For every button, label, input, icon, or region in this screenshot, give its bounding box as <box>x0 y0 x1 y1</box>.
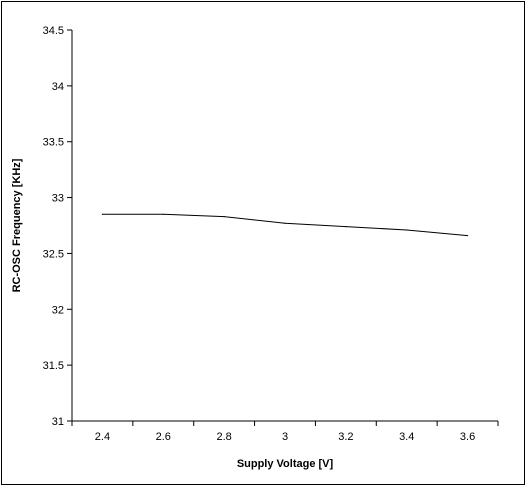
y-tick-label: 31.5 <box>43 360 64 372</box>
x-tick-label: 2.8 <box>216 431 231 443</box>
series-layer <box>101 213 469 237</box>
axes <box>67 29 499 426</box>
data-point <box>466 234 469 237</box>
data-point <box>101 213 104 215</box>
y-tick-label: 31 <box>52 416 64 428</box>
x-tick-label: 3.6 <box>460 431 475 443</box>
x-tick-label: 2.4 <box>95 431 110 443</box>
x-tick-label: 3.4 <box>399 431 414 443</box>
y-tick-label: 33.5 <box>43 137 64 149</box>
y-tick-label: 34.5 <box>43 25 64 37</box>
y-tick-label: 32.5 <box>43 248 64 260</box>
x-axis-title: Supply Voltage [V] <box>237 458 334 470</box>
y-axis-title: RC-OSC Frequency [KHz] <box>11 158 23 292</box>
data-point <box>406 229 408 231</box>
series-line <box>102 213 468 237</box>
x-tick-label: 2.6 <box>156 431 171 443</box>
y-tick-label: 34 <box>52 81 64 93</box>
data-point <box>162 213 164 215</box>
y-tick-labels: 31 31.5 32 32.5 33 33.5 34 34.5 <box>43 25 64 428</box>
data-point <box>284 222 286 224</box>
y-tick-label: 32 <box>52 304 64 316</box>
x-tick-label: 3.2 <box>338 431 353 443</box>
x-tick-labels: 2.4 2.6 2.8 3 3.2 3.4 3.6 <box>95 431 475 443</box>
data-point <box>345 226 347 228</box>
x-tick-label: 3 <box>282 431 288 443</box>
y-tick-label: 33 <box>52 193 64 205</box>
data-point <box>223 215 225 218</box>
